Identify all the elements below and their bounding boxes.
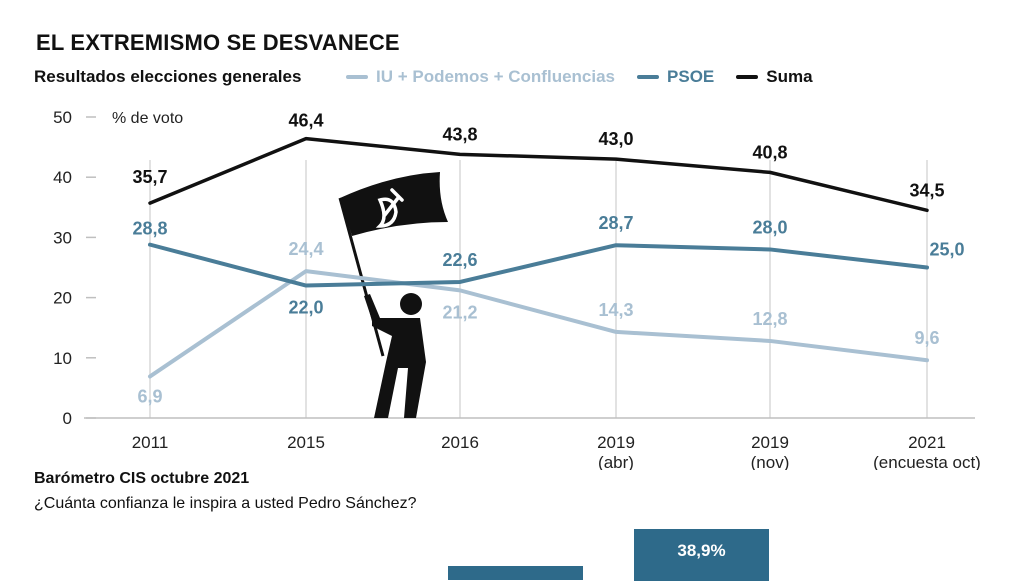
barometer-bar-2 — [634, 529, 769, 581]
data-label: 6,9 — [137, 386, 162, 406]
y-axis-label: % de voto — [112, 110, 183, 127]
barometer-bar-1 — [448, 566, 583, 580]
data-label: 28,8 — [132, 219, 167, 239]
data-label: 43,0 — [598, 129, 633, 149]
y-tick-label: 0 — [63, 409, 72, 428]
data-label: 34,5 — [909, 180, 944, 200]
y-tick-label: 20 — [53, 289, 72, 308]
x-tick-label: (nov) — [751, 453, 790, 470]
data-label: 9,6 — [914, 328, 939, 348]
barometer-title: Barómetro CIS octubre 2021 — [34, 470, 250, 487]
y-tick-label: 10 — [53, 349, 72, 368]
data-label: 35,7 — [132, 167, 167, 187]
data-label: 24,4 — [288, 239, 323, 259]
series-line-1 — [148, 242, 929, 288]
chart-subtitle: Resultados elecciones generales — [34, 67, 302, 86]
legend-item-0: IU + Podemos + Confluencias — [346, 67, 615, 87]
y-tick-label: 30 — [53, 228, 72, 247]
legend-swatch — [637, 75, 660, 79]
legend-label: Suma — [766, 67, 813, 86]
legend-item-2: Suma — [736, 67, 813, 87]
data-label: 28,0 — [752, 217, 787, 237]
y-tick-label: 40 — [53, 168, 72, 187]
data-label: 22,0 — [288, 298, 323, 318]
legend-item-1: PSOE — [637, 67, 714, 87]
data-label: 28,7 — [598, 213, 633, 233]
y-tick-label: 50 — [53, 108, 72, 127]
data-label: 25,0 — [929, 240, 964, 260]
flag-illustration — [338, 172, 448, 418]
page-title: EL EXTREMISMO SE DESVANECE — [36, 30, 400, 55]
legend-label: IU + Podemos + Confluencias — [376, 67, 616, 86]
x-tick-label: 2021 — [908, 433, 946, 452]
x-tick-label: 2016 — [441, 433, 479, 452]
data-label: 43,8 — [442, 124, 477, 144]
barometer-bar-2-label: 38,9% — [677, 541, 726, 560]
data-label: 12,8 — [752, 309, 787, 329]
data-label: 14,3 — [598, 300, 633, 320]
x-tick-label: (abr) — [598, 453, 634, 470]
legend-label: PSOE — [667, 67, 715, 86]
data-label: 40,8 — [752, 142, 787, 162]
legend-swatch — [736, 75, 759, 79]
x-tick-label: 2019 — [597, 433, 635, 452]
x-tick-label: 2015 — [287, 433, 325, 452]
series-line-2 — [148, 136, 929, 213]
series-line-0 — [148, 269, 929, 379]
x-tick-label: 2019 — [751, 433, 789, 452]
x-tick-label: (encuesta oct) — [873, 453, 981, 470]
data-label: 46,4 — [288, 111, 323, 131]
x-tick-label: 2011 — [132, 433, 169, 452]
chart-legend: IU + Podemos + Confluencias PSOE Suma — [346, 67, 835, 87]
data-label: 22,6 — [442, 250, 477, 270]
legend-swatch — [346, 75, 368, 79]
barometer-question: ¿Cuánta confianza le inspira a usted Ped… — [34, 495, 417, 512]
data-label: 21,2 — [442, 302, 477, 322]
